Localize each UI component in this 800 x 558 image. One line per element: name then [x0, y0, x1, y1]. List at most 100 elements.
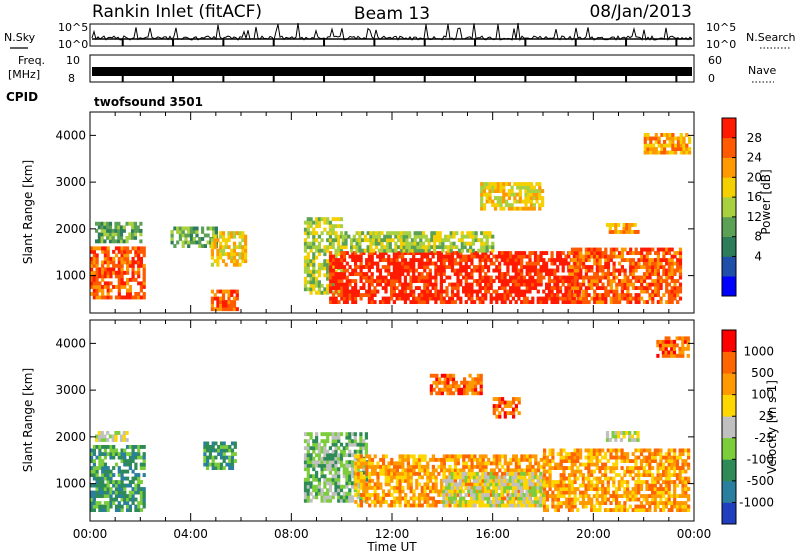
heatmap-cell [568, 491, 571, 495]
heatmap-cell [360, 279, 363, 283]
heatmap-cell [358, 242, 361, 246]
heatmap-cell [520, 265, 523, 269]
heatmap-cell [351, 290, 354, 294]
heatmap-cell [657, 470, 660, 474]
heatmap-cell [598, 452, 601, 456]
heatmap-cell [676, 265, 679, 269]
heatmap-cell [530, 196, 533, 200]
heatmap-cell [487, 500, 490, 504]
heatmap-cell [481, 269, 484, 273]
heatmap-cell [556, 293, 559, 297]
heatmap-cell [126, 292, 129, 296]
heatmap-cell [227, 231, 230, 235]
heatmap-cell [219, 256, 222, 260]
heatmap-cell [134, 232, 137, 236]
heatmap-cell [607, 269, 610, 273]
heatmap-cell [312, 450, 315, 454]
heatmap-cell [429, 269, 432, 273]
heatmap-cell [435, 489, 438, 493]
heatmap-cell [383, 238, 386, 242]
y-tick-label: 2000 [55, 222, 86, 236]
heatmap-cell [434, 279, 437, 283]
heatmap-cell [129, 505, 132, 509]
heatmap-cell [107, 452, 110, 456]
heatmap-cell [421, 486, 424, 490]
heatmap-cell [107, 477, 110, 481]
heatmap-cell [351, 467, 354, 471]
heatmap-cell [472, 242, 475, 246]
heatmap-cell [426, 475, 429, 479]
heatmap-cell [340, 499, 343, 503]
heatmap-cell [632, 459, 635, 463]
heatmap-cell [504, 297, 507, 301]
heatmap-cell [134, 253, 137, 257]
heatmap-cell [397, 245, 400, 249]
heatmap-cell [423, 255, 426, 259]
heatmap-cell [315, 443, 318, 447]
heatmap-cell [596, 269, 599, 273]
heatmap-cell [486, 238, 489, 242]
heatmap-cell [551, 452, 554, 456]
heatmap-cell [543, 497, 546, 501]
heatmap-cell [495, 479, 498, 483]
heatmap-cell [126, 246, 129, 250]
heatmap-cell [564, 258, 567, 262]
heatmap-cell [401, 479, 404, 483]
heatmap-cell [140, 250, 143, 254]
heatmap-cell [565, 505, 568, 509]
heatmap-cell [312, 245, 315, 249]
heatmap-cell [225, 445, 228, 449]
heatmap-cell [688, 151, 691, 155]
heatmap-cell [495, 493, 498, 497]
heatmap-cell [635, 269, 638, 273]
heatmap-cell [450, 235, 453, 239]
heatmap-cell [354, 265, 357, 269]
heatmap-cell [526, 290, 529, 294]
heatmap-cell [362, 439, 365, 443]
heatmap-cell [423, 286, 426, 290]
heatmap-cell [385, 500, 388, 504]
heatmap-cell [643, 290, 646, 294]
heatmap-cell [207, 227, 210, 231]
heatmap-cell [497, 182, 500, 186]
heatmap-cell [179, 230, 182, 234]
heatmap-cell [523, 454, 526, 458]
heatmap-cell [562, 480, 565, 484]
heatmap-cell [461, 249, 464, 253]
heatmap-cell [354, 279, 357, 283]
heatmap-cell [357, 450, 360, 454]
heatmap-cell [361, 249, 364, 253]
heatmap-cell [480, 196, 483, 200]
heatmap-cell [123, 281, 126, 285]
heatmap-cell [520, 479, 523, 483]
heatmap-cell [571, 484, 574, 488]
heatmap-cell [571, 505, 574, 509]
heatmap-cell [223, 445, 226, 449]
heatmap-cell [103, 438, 106, 442]
heatmap-cell [312, 439, 315, 443]
heatmap-cell [214, 442, 217, 446]
heatmap-cell [615, 248, 618, 252]
heatmap-cell [376, 290, 379, 294]
heatmap-cell [453, 500, 456, 504]
heatmap-cell [140, 257, 143, 261]
heatmap-cell [400, 235, 403, 239]
heatmap-cell [415, 479, 418, 483]
heatmap-cell [216, 297, 219, 301]
heatmap-cell [348, 439, 351, 443]
heatmap-cell [390, 293, 393, 297]
heatmap-cell [443, 279, 446, 283]
heatmap-cell [114, 229, 117, 233]
heatmap-cell [601, 449, 604, 453]
heatmap-cell [459, 500, 462, 504]
heatmap-cell [535, 189, 538, 193]
heatmap-cell [98, 456, 101, 460]
heatmap-cell [685, 147, 688, 151]
heatmap-cell [599, 262, 602, 266]
heatmap-cell [465, 454, 468, 458]
heatmap-cell [335, 286, 338, 290]
heatmap-cell [571, 480, 574, 484]
heatmap-cell [456, 475, 459, 479]
heatmap-cell [398, 297, 401, 301]
heatmap-cell [98, 480, 101, 484]
